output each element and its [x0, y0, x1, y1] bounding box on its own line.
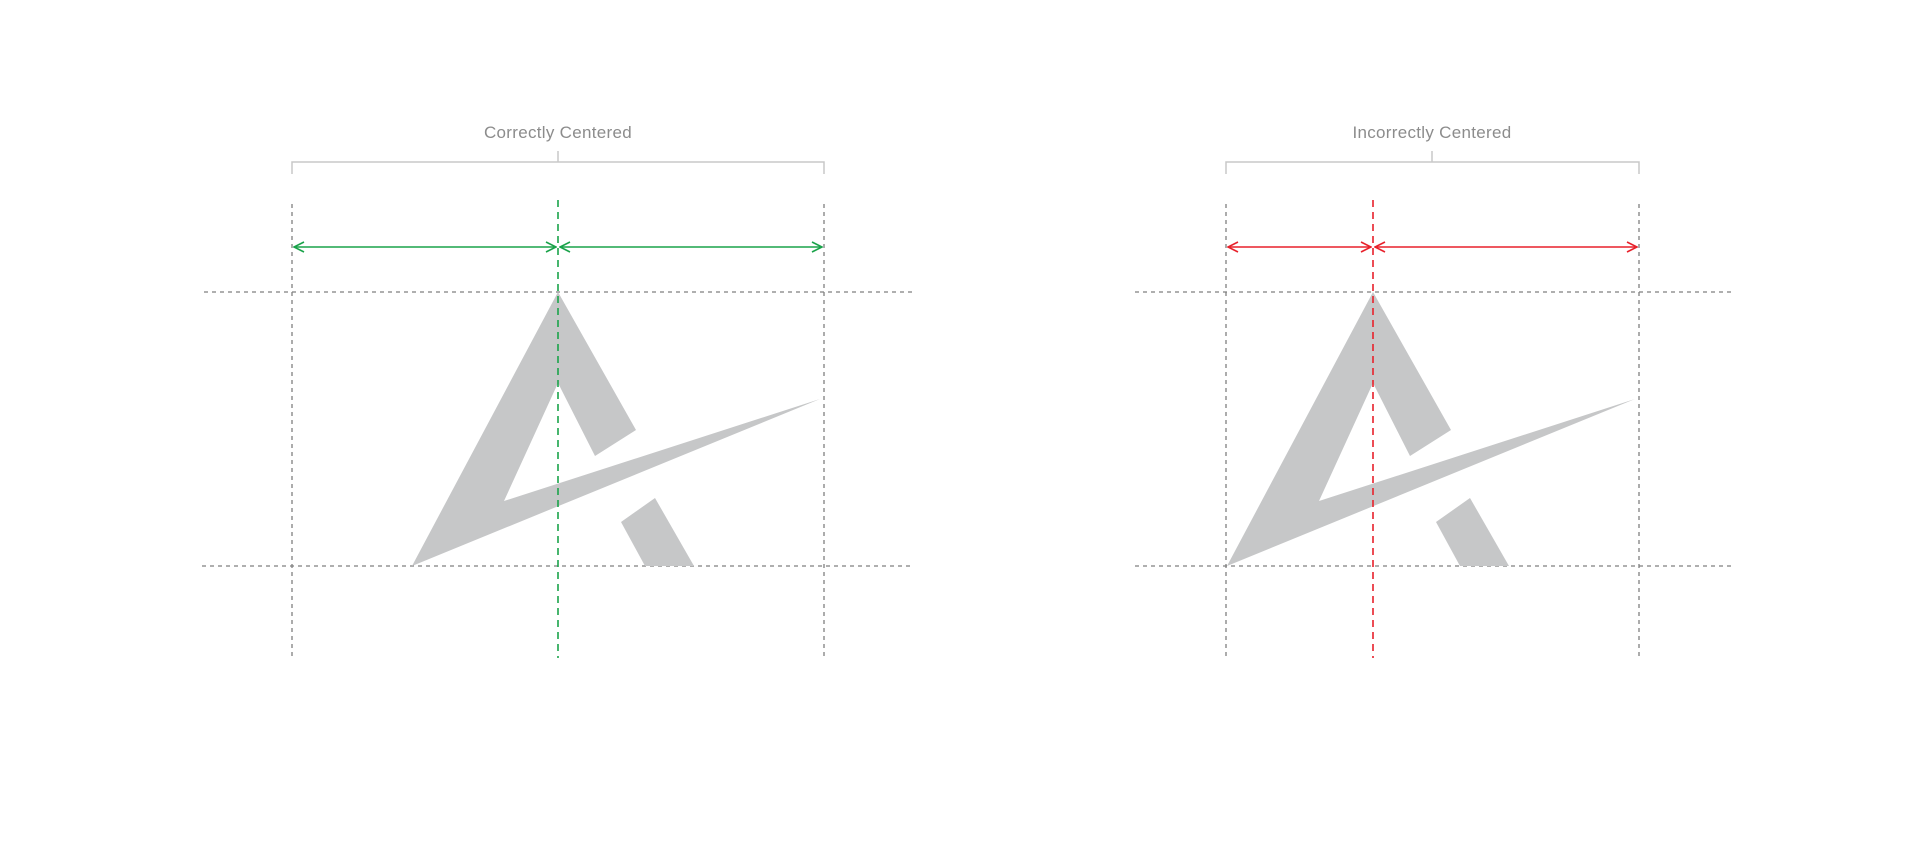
panel-incorrectly-centered: Incorrectly Centered: [1135, 123, 1732, 658]
edge-guides: [1225, 204, 1640, 658]
width-bracket: [1225, 151, 1640, 174]
edge-guides: [291, 204, 825, 658]
logo-mark: [1227, 292, 1635, 566]
panel-title-correct: Correctly Centered: [484, 123, 632, 142]
panel-title-incorrect: Incorrectly Centered: [1352, 123, 1511, 142]
panel-correctly-centered: Correctly Centered: [202, 123, 916, 658]
width-bracket: [291, 151, 825, 174]
logo-mark: [412, 292, 820, 566]
baseline-guides: [1135, 291, 1732, 567]
